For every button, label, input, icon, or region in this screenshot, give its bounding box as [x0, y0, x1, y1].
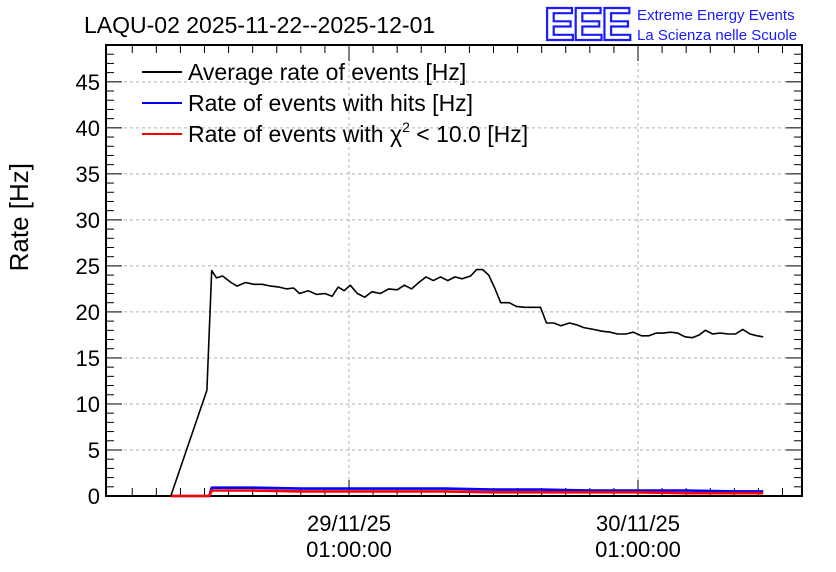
eee-logo: EEE Extreme Energy Events La Scienza nel… [543, 0, 797, 51]
logo-mark: EEE [544, 0, 630, 50]
legend-chi2-pre: Rate of events with [188, 121, 390, 147]
y-axis-label: Rate [Hz] [4, 163, 34, 271]
x-tick-label-date: 29/11/25 [307, 511, 391, 536]
y-tick-label: 0 [88, 484, 100, 509]
legend-label-hits: Rate of events with hits [Hz] [188, 90, 473, 116]
y-tick-label: 10 [76, 392, 100, 417]
y-tick-label: 25 [76, 254, 100, 279]
series [170, 268, 764, 498]
plot-frame [105, 44, 803, 497]
y-tick-label: 30 [76, 208, 100, 233]
logo-line-2: La Scienza nelle Scuole [637, 27, 797, 44]
legend-chi2-superscript: 2 [402, 119, 410, 135]
chart-title: LAQU-02 2025-11-22--2025-12-01 [84, 12, 435, 38]
x-tick-label-time: 01:00:00 [595, 537, 681, 562]
logo-line-1: Extreme Energy Events [637, 7, 795, 24]
series-line-rate-chi2 [170, 489, 764, 498]
legend-chi2-symbol: χ [390, 121, 402, 147]
y-tick-label: 20 [76, 300, 100, 325]
y-tick-label: 5 [88, 438, 100, 463]
y-tick-label: 45 [76, 70, 100, 95]
y-tick-label: 15 [76, 346, 100, 371]
legend-label-chi2: Rate of events with χ2 < 10.0 [Hz] [188, 119, 528, 147]
x-tick-label-date: 30/11/25 [596, 511, 680, 536]
series-line-average-rate [170, 268, 764, 497]
legend-chi2-post: < 10.0 [Hz] [410, 121, 528, 147]
y-tick-label: 35 [76, 162, 100, 187]
legend-label-average: Average rate of events [Hz] [188, 59, 466, 85]
series-line-rate-with-hits [170, 486, 764, 498]
y-tick-label: 40 [76, 116, 100, 141]
x-tick-label-time: 01:00:00 [306, 537, 392, 562]
grid [106, 45, 802, 496]
legend: Average rate of events [Hz] Rate of even… [142, 59, 528, 147]
